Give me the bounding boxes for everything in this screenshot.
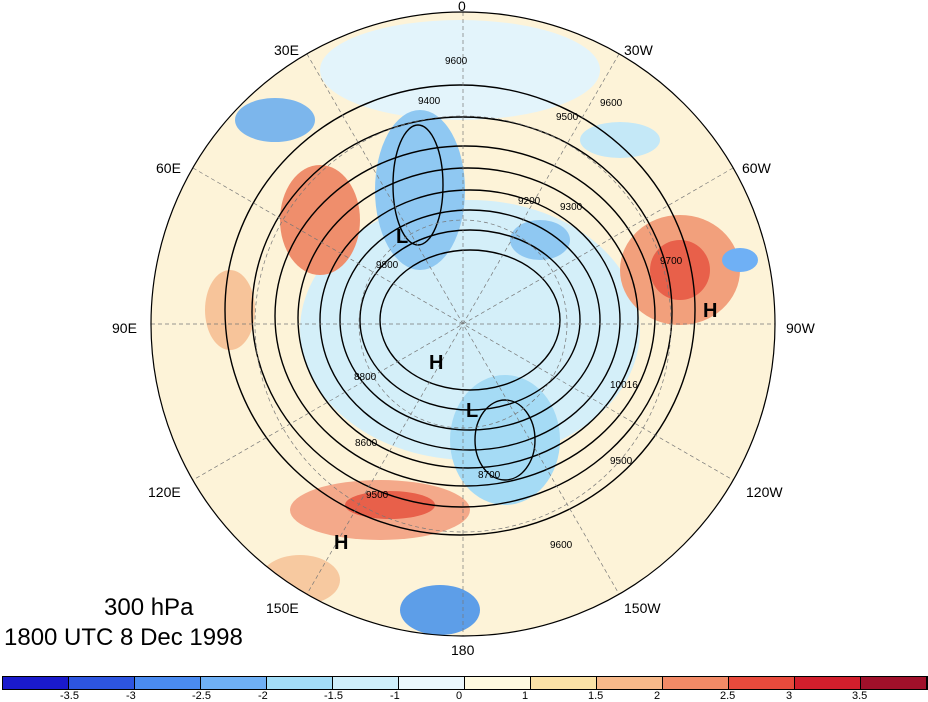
high-center-atlantic: H — [703, 300, 718, 322]
colorbar-swatch — [531, 677, 597, 689]
level-label: 300 hPa — [104, 594, 194, 621]
colorbar-swatch — [267, 677, 333, 689]
contour-label: 9500 — [556, 112, 579, 123]
height-contours — [224, 84, 696, 536]
colorbar-swatch — [399, 677, 465, 689]
colorbar — [2, 676, 928, 690]
lon-label-90e: 90E — [112, 320, 137, 336]
lon-label-0: 0 — [458, 0, 466, 14]
contour-label: 8600 — [355, 438, 378, 449]
colorbar-tick-label: -1.5 — [324, 690, 343, 702]
lon-label-30e: 30E — [274, 42, 299, 58]
contour-label: 9400 — [418, 96, 441, 107]
lon-label-150w: 150W — [624, 600, 661, 616]
colorbar-tick-label: -2 — [258, 690, 268, 702]
colorbar-swatch — [663, 677, 729, 689]
lon-label-120e: 120E — [148, 484, 181, 500]
colorbar-swatch — [3, 677, 69, 689]
colorbar-swatch — [729, 677, 795, 689]
colorbar-tick-label: 3.5 — [852, 690, 868, 702]
colorbar-tick-label: -3 — [126, 690, 136, 702]
colorbar-swatch — [135, 677, 201, 689]
lon-label-120w: 120W — [746, 484, 783, 500]
lon-label-150e: 150E — [266, 600, 299, 616]
colorbar-swatch — [69, 677, 135, 689]
colorbar-tick-label: -3.5 — [60, 690, 79, 702]
contour-label: 9500 — [610, 456, 633, 467]
contour-label: 9700 — [660, 256, 683, 267]
contour-label: 9500 — [366, 490, 389, 501]
colorbar-swatch — [597, 677, 663, 689]
contour-label: 8700 — [478, 470, 501, 481]
contour-label: 9600 — [445, 56, 468, 67]
colorbar-tick-label: 3 — [786, 690, 793, 702]
lon-label-60w: 60W — [742, 160, 771, 176]
map-boundary — [150, 11, 776, 637]
colorbar-tick-label: -1 — [390, 690, 400, 702]
lon-label-180: 180 — [451, 642, 475, 658]
contour-label: 9600 — [550, 540, 573, 551]
colorbar-tick-label: 2 — [654, 690, 661, 702]
colorbar-tick-label: 1 — [522, 690, 529, 702]
contour-label: 9800 — [376, 260, 399, 271]
colorbar-swatch — [333, 677, 399, 689]
graticule — [151, 12, 775, 636]
time-label: 1800 UTC 8 Dec 1998 — [4, 624, 243, 651]
colorbar-tick-label: 2.5 — [720, 690, 736, 702]
colorbar-swatch — [465, 677, 531, 689]
low-center-pacific: L — [466, 400, 479, 422]
high-center-arctic: H — [429, 352, 444, 374]
colorbar-tick-label: -2.5 — [192, 690, 211, 702]
high-center-asia: H — [334, 532, 349, 554]
colorbar-swatch — [201, 677, 267, 689]
colorbar-tick-label: 0 — [456, 690, 463, 702]
lon-label-90w: 90W — [786, 320, 815, 336]
lon-label-60e: 60E — [156, 160, 181, 176]
contour-label: 9200 — [518, 196, 541, 207]
lon-label-30w: 30W — [624, 42, 653, 58]
contour-label: 8800 — [354, 372, 377, 383]
colorbar-tick-label: 1.5 — [588, 690, 604, 702]
colorbar-swatch — [795, 677, 861, 689]
contour-label: 9300 — [560, 202, 583, 213]
colorbar-swatch — [861, 677, 927, 689]
contour-label: 10016 — [610, 380, 638, 391]
contour-label: 9600 — [600, 98, 623, 109]
low-center-europe: L — [396, 226, 409, 248]
